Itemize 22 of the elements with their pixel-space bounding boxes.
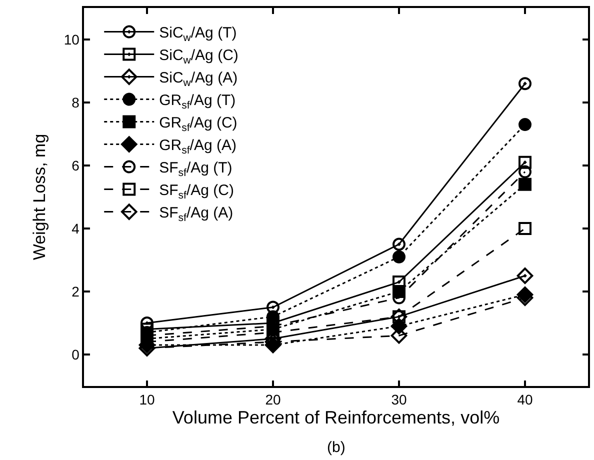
x-tick-label: 40 xyxy=(517,392,533,408)
y-tick-label: 4 xyxy=(72,220,80,236)
y-tick-label: 10 xyxy=(64,31,80,48)
legend-label: SiC$_{w}$/Ag (A) xyxy=(159,70,238,89)
y-axis-title: Weight Loss, mg xyxy=(30,134,49,260)
legend-label: SiC$_{w}$/Ag (T) xyxy=(159,24,237,44)
legend-label: GR$_{sf}$/Ag (A) xyxy=(159,137,236,156)
legend-label: SF$_{sf}$/Ag (A) xyxy=(159,204,234,224)
x-tick-label: 20 xyxy=(265,392,281,408)
x-tick-label: 30 xyxy=(391,392,407,408)
text: (b) xyxy=(327,439,346,456)
legend-label: SiC$_{w}$/Ag (C) xyxy=(159,47,238,66)
x-axis-title: Volume Percent of Reinforcements, vol% xyxy=(172,408,500,428)
y-tick-label: 6 xyxy=(72,157,80,174)
x-tick-label: 10 xyxy=(139,392,155,408)
legend-label: GR$_{sf}$/Ag (C) xyxy=(159,114,238,134)
legend-label: SF$_{sf}$/Ag (C) xyxy=(159,182,234,202)
y-tick-label: 8 xyxy=(72,94,80,110)
y-tick-label: 0 xyxy=(72,346,80,362)
legend-label: GR$_{sf}$/Ag (T) xyxy=(159,92,236,112)
legend-label: SF$_{sf}$/Ag (T) xyxy=(159,160,232,179)
y-tick-label: 2 xyxy=(72,283,80,300)
